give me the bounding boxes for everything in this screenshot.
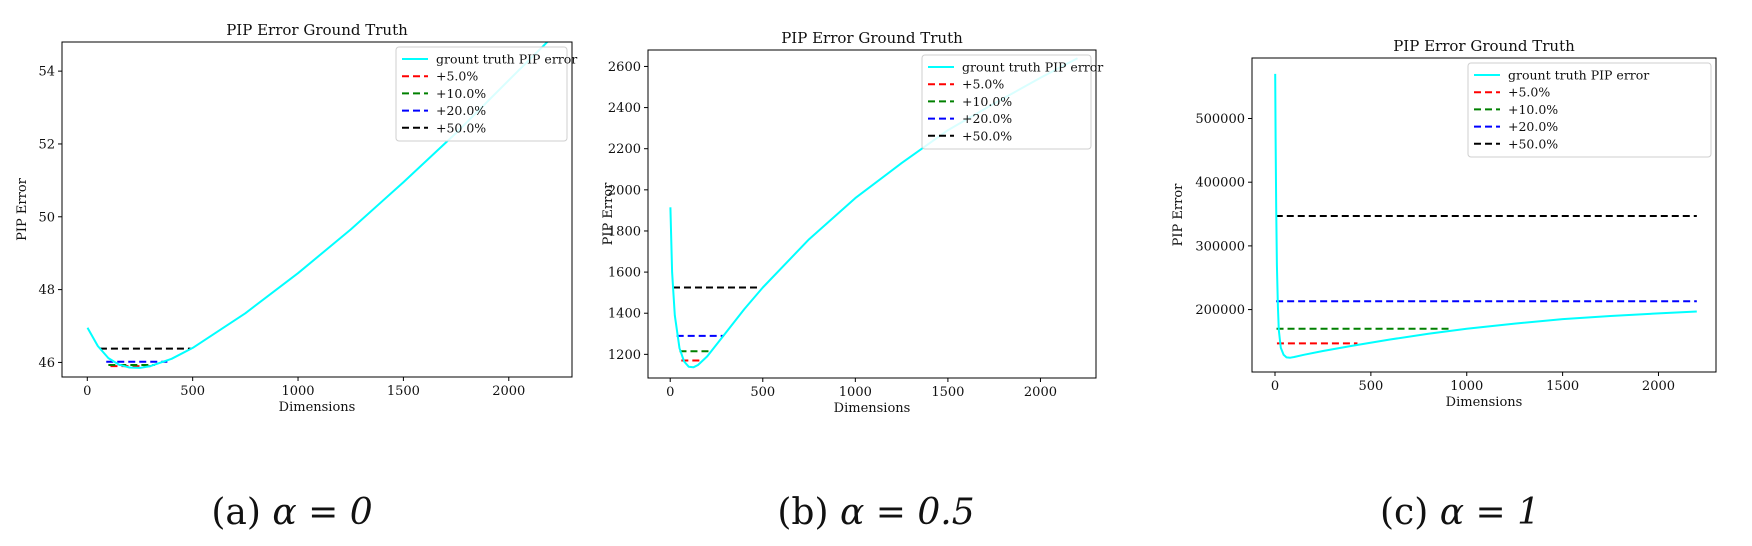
caption-b-label: (b) xyxy=(777,492,829,533)
x-tick-label: 1500 xyxy=(387,384,420,399)
plot-area xyxy=(1274,73,1697,359)
legend-label: +50.0% xyxy=(962,128,1012,143)
x-tick-label: 1500 xyxy=(1546,379,1579,394)
x-axis-label: Dimensions xyxy=(279,400,356,415)
y-tick-label: 46 xyxy=(38,356,55,371)
y-tick-label: 54 xyxy=(38,65,55,80)
y-tick-label: 2000 xyxy=(608,183,641,198)
legend-box xyxy=(1467,62,1712,158)
y-tick-label: 1200 xyxy=(608,348,641,363)
x-tick-label: 500 xyxy=(750,385,775,400)
legend-label: +50.0% xyxy=(436,120,486,135)
caption-b-math: α = 0.5 xyxy=(839,492,975,533)
panel-b: PIP Error Ground Truth 0 500 1000 1500 2000 12… xyxy=(584,0,1168,480)
y-tick-label: 400000 xyxy=(1195,176,1245,191)
y-tick-label: 2200 xyxy=(608,142,641,157)
chart-title: PIP Error Ground Truth xyxy=(226,21,408,39)
caption-c-label: (c) xyxy=(1380,492,1429,533)
y-tick-label: 1800 xyxy=(608,224,641,239)
legend-label: grount truth PIP error xyxy=(962,60,1103,75)
y-tick-label: 300000 xyxy=(1195,239,1245,254)
legend-label: +20.0% xyxy=(436,103,486,118)
y-tick-label: 48 xyxy=(38,283,55,298)
caption-a: (a) α = 0 xyxy=(0,488,584,538)
legend: grount truth PIP error +5.0% +10.0% +20.0% +… xyxy=(395,46,577,142)
chart-a: PIP Error Ground Truth 0 500 1000 1500 2000 46… xyxy=(15,21,577,415)
legend-label: grount truth PIP error xyxy=(1508,68,1649,83)
y-axis-label: PIP Error xyxy=(1171,183,1186,247)
x-tick-label: 2000 xyxy=(492,384,525,399)
plot-frame xyxy=(647,49,1097,379)
y-tick-label: 1400 xyxy=(608,307,641,322)
x-tick-label: 500 xyxy=(180,384,205,399)
legend-label: +10.0% xyxy=(436,86,486,101)
y-axis-label: PIP Error xyxy=(601,182,616,246)
x-tick-label: 1000 xyxy=(839,385,872,400)
caption-c: (c) α = 1 xyxy=(1168,488,1752,538)
legend-label: grount truth PIP error xyxy=(436,52,577,67)
legend-label: +10.0% xyxy=(1508,102,1558,117)
y-tick-label: 2600 xyxy=(608,60,641,75)
plot-area xyxy=(86,42,549,369)
chart-title: PIP Error Ground Truth xyxy=(781,29,963,47)
caption-c-math: α = 1 xyxy=(1439,492,1540,533)
panel-c: PIP Error Ground Truth 0 500 1000 1500 2000 20… xyxy=(1168,0,1752,480)
x-tick-label: 2000 xyxy=(1024,385,1057,400)
legend-box xyxy=(921,54,1092,150)
chart-b: PIP Error Ground Truth 0 500 1000 1500 2000 12… xyxy=(601,29,1103,416)
legend-label: +5.0% xyxy=(962,77,1004,92)
y-axis-label: PIP Error xyxy=(15,177,30,241)
x-tick-label: 2000 xyxy=(1642,379,1675,394)
legend-label: +10.0% xyxy=(962,94,1012,109)
y-tick-label: 1600 xyxy=(608,266,641,281)
caption-b: (b) α = 0.5 xyxy=(584,488,1168,538)
y-tick-label: 200000 xyxy=(1195,303,1245,318)
x-tick-label: 0 xyxy=(666,385,674,400)
legend: grount truth PIP error +5.0% +10.0% +20.0% +… xyxy=(921,54,1103,150)
x-tick-label: 1000 xyxy=(1450,379,1483,394)
plot-frame xyxy=(61,41,573,378)
y-tick-label: 52 xyxy=(38,137,55,152)
chart-title: PIP Error Ground Truth xyxy=(1393,37,1575,55)
x-tick-label: 1000 xyxy=(281,384,314,399)
caption-a-math: α = 0 xyxy=(272,492,373,533)
legend-label: +20.0% xyxy=(962,111,1012,126)
y-tick-label: 50 xyxy=(38,210,55,225)
legend-label: +5.0% xyxy=(436,69,478,84)
x-axis-label: Dimensions xyxy=(834,401,911,416)
caption-a-label: (a) xyxy=(211,492,261,533)
legend: grount truth PIP error +5.0% +10.0% +20.0% +… xyxy=(1467,62,1712,158)
panel-a: PIP Error Ground Truth 0 500 1000 1500 2000 46… xyxy=(0,0,584,480)
legend-box xyxy=(395,46,568,142)
legend-label: +50.0% xyxy=(1508,136,1558,151)
x-tick-label: 1500 xyxy=(931,385,964,400)
chart-c: PIP Error Ground Truth 0 500 1000 1500 2000 20… xyxy=(1171,37,1717,410)
x-tick-label: 0 xyxy=(1271,379,1279,394)
series-line-ground-truth xyxy=(1274,73,1697,359)
y-tick-label: 2400 xyxy=(608,101,641,116)
plot-frame xyxy=(1251,57,1717,373)
legend-label: +20.0% xyxy=(1508,119,1558,134)
y-tick-label: 500000 xyxy=(1195,112,1245,127)
x-tick-label: 500 xyxy=(1358,379,1383,394)
legend-label: +5.0% xyxy=(1508,85,1550,100)
series-line-ground-truth xyxy=(86,42,549,369)
x-axis-label: Dimensions xyxy=(1446,395,1523,410)
x-tick-label: 0 xyxy=(83,384,91,399)
